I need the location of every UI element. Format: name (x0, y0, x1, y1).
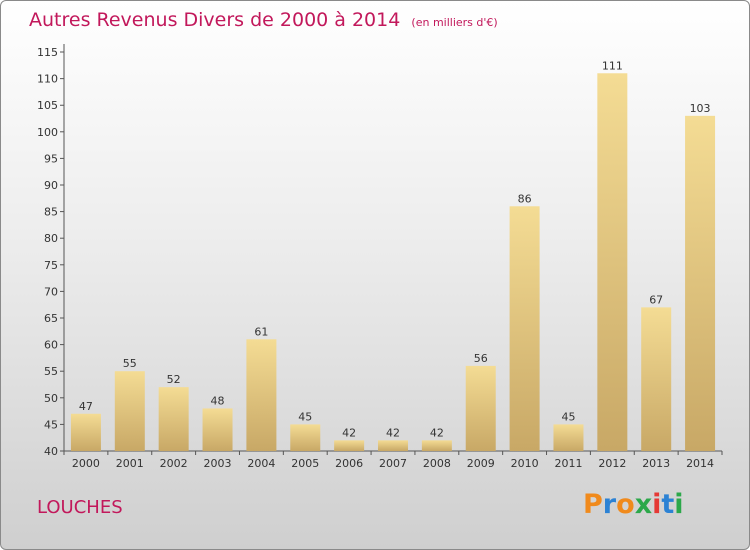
y-tick-label: 40 (44, 445, 58, 458)
bar (202, 408, 233, 451)
data-label: 86 (518, 192, 532, 205)
data-label: 52 (167, 373, 181, 386)
y-tick-label: 100 (37, 126, 58, 139)
proxiti-logo[interactable]: Proxiti (583, 489, 684, 520)
data-label: 47 (79, 400, 93, 413)
data-label: 42 (342, 426, 356, 439)
x-tick-label: 2007 (379, 457, 407, 470)
logo-letter: i (652, 489, 662, 520)
y-tick-label: 105 (37, 99, 58, 112)
y-tick-label: 60 (44, 339, 58, 352)
x-tick-label: 2009 (467, 457, 495, 470)
data-label: 56 (474, 352, 488, 365)
x-tick-label: 2004 (247, 457, 275, 470)
title-row: Autres Revenus Divers de 2000 à 2014 (en… (29, 9, 498, 31)
bar (378, 440, 408, 451)
data-label: 48 (211, 394, 225, 407)
y-tick-label: 55 (44, 365, 58, 378)
place-name: LOUCHES (37, 497, 123, 518)
logo-letter: r (602, 489, 617, 520)
y-tick-label: 90 (44, 179, 58, 192)
bar (334, 440, 365, 451)
x-tick-label: 2005 (291, 457, 319, 470)
y-tick-label: 85 (44, 206, 58, 219)
data-label: 42 (430, 426, 444, 439)
x-tick-label: 2014 (686, 457, 714, 470)
bar (114, 371, 145, 451)
y-tick-label: 65 (44, 312, 58, 325)
chart-title: Autres Revenus Divers de 2000 à 2014 (29, 9, 401, 31)
x-tick-label: 2001 (116, 457, 144, 470)
y-tick-label: 45 (44, 418, 58, 431)
bar (421, 440, 452, 451)
logo-letter: o (616, 489, 635, 520)
y-tick-label: 75 (44, 259, 58, 272)
data-label: 103 (690, 102, 711, 115)
bar (597, 73, 628, 451)
y-tick-label: 80 (44, 232, 58, 245)
bar (70, 413, 101, 451)
bar (641, 307, 672, 451)
x-tick-label: 2008 (423, 457, 451, 470)
logo-letter: P (583, 489, 603, 520)
bar (465, 365, 496, 451)
x-tick-label: 2011 (554, 457, 582, 470)
chart-subtitle: (en milliers d'€) (411, 16, 498, 29)
bar (246, 339, 277, 451)
bar (509, 206, 540, 451)
x-tick-label: 2013 (642, 457, 670, 470)
data-label: 67 (649, 293, 663, 306)
y-tick-label: 50 (44, 392, 58, 405)
x-tick-label: 2012 (598, 457, 626, 470)
data-label: 55 (123, 357, 137, 370)
data-label: 61 (254, 325, 268, 338)
y-tick-label: 95 (44, 152, 58, 165)
bar (290, 424, 321, 451)
x-tick-label: 2000 (72, 457, 100, 470)
data-label: 111 (602, 59, 623, 72)
bar (553, 424, 584, 451)
bar (158, 387, 189, 451)
data-label: 42 (386, 426, 400, 439)
y-tick-label: 110 (37, 73, 58, 86)
x-tick-label: 2003 (204, 457, 232, 470)
data-label: 45 (298, 410, 312, 423)
logo-letter: t (661, 489, 675, 520)
bar (685, 115, 716, 451)
x-tick-label: 2006 (335, 457, 363, 470)
logo-letter: x (634, 489, 653, 520)
x-tick-label: 2010 (511, 457, 539, 470)
x-tick-label: 2002 (160, 457, 188, 470)
logo-letter: i (674, 489, 684, 520)
y-tick-label: 70 (44, 285, 58, 298)
data-label: 45 (561, 410, 575, 423)
y-tick-label: 115 (37, 46, 58, 59)
